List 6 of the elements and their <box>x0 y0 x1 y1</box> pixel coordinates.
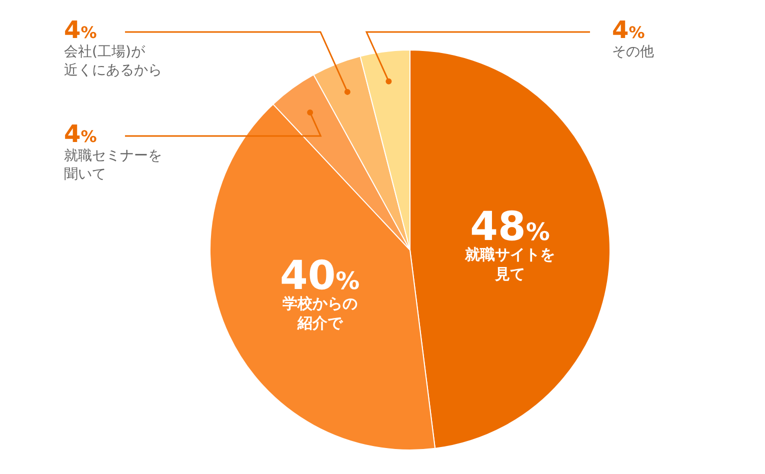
data-label: 4% <box>64 120 97 148</box>
data-label: 4% <box>64 16 97 44</box>
slice-label: その他 <box>612 44 654 60</box>
data-label: 4% <box>612 16 645 44</box>
slice-label: 就職セミナーを聞いて <box>64 148 162 182</box>
slice-label: 会社(工場)が近くにあるから <box>64 44 162 78</box>
